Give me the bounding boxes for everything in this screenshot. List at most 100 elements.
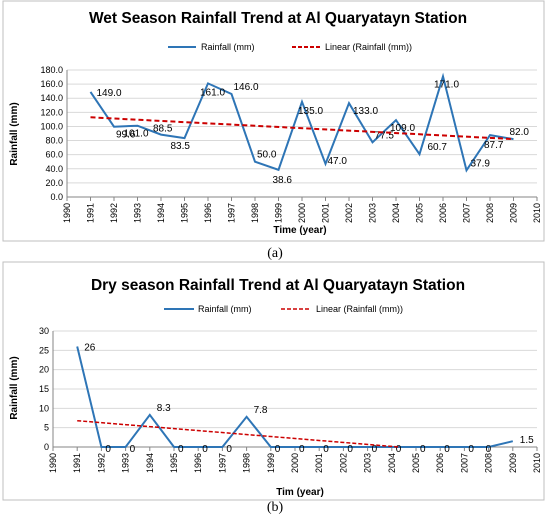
chart-b-legend: Rainfall (mm) Linear (Rainfall (mm)) (164, 304, 403, 314)
chart-b-x-tick-label: 1994 (145, 453, 155, 473)
chart-b-y-tick-label: 20 (39, 365, 49, 375)
chart-b-x-axis-title: Tim (year) (276, 487, 324, 498)
chart-a-data-label: 60.7 (428, 142, 448, 153)
chart-b-title: Dry season Rainfall Trend at Al Quaryata… (91, 277, 465, 294)
chart-b-data-label: 0 (226, 444, 232, 455)
chart-a-data-label: 77.5 (375, 130, 395, 141)
chart-a-legend-linear-label: Linear (Rainfall (mm)) (325, 42, 412, 52)
chart-a-legend: Rainfall (mm) Linear (Rainfall (mm)) (168, 42, 412, 52)
chart-a-y-tick-label: 20.0 (45, 178, 63, 188)
chart-a-x-tick-label: 2006 (438, 203, 448, 223)
chart-b-data-label: 0 (347, 444, 353, 455)
chart-b-caption: (b) (267, 500, 284, 515)
chart-a-caption: (a) (267, 246, 283, 261)
chart-a-x-tick-label: 1998 (250, 203, 260, 223)
chart-a-x-tick-label: 2005 (415, 203, 425, 223)
chart-b-data-label: 0 (299, 444, 305, 455)
chart-a-y-tick-label: 120.0 (40, 107, 63, 117)
chart-b-y-tick-label: 30 (39, 326, 49, 336)
chart-b-data-label: 0 (105, 444, 111, 455)
chart-a-y-tick-label: 100.0 (40, 121, 63, 131)
chart-b-x-tick-label: 1998 (242, 453, 252, 473)
chart-a-data-label: 38.6 (273, 175, 293, 186)
chart-b-x-tick-label: 2003 (363, 453, 373, 473)
chart-b-data-label: 0 (323, 444, 329, 455)
chart-a-rainfall-line (89, 72, 514, 173)
chart-a-x-tick-label: 1999 (274, 203, 284, 223)
chart-b-y-tick-label: 15 (39, 384, 49, 394)
chart-b-x-tick-label: 2006 (435, 453, 445, 473)
chart-b-legend-rainfall-label: Rainfall (mm) (198, 304, 252, 314)
chart-a-data-label: 161.0 (200, 87, 225, 98)
chart-a-data-label: 47.0 (328, 156, 348, 167)
chart-b-data-label: 0 (202, 444, 208, 455)
chart-a-data-label: 88.5 (153, 124, 173, 135)
chart-b-x-tick-label: 1997 (217, 453, 227, 473)
chart-b-x-tick-label: 2005 (411, 453, 421, 473)
chart-a-x-tick-label: 2010 (532, 203, 542, 223)
chart-b-x-tick-label: 1996 (193, 453, 203, 473)
chart-b-x-tick-label: 2004 (387, 453, 397, 473)
chart-a-plot-area: 0.0 20.0 40.0 60.0 80.0 100.0 120.0 140.0 160.0 1… (40, 65, 542, 223)
chart-b-plot-area: 0 5 10 15 20 25 30 1990 1991 1992 1993 1994 1995 1996… (39, 326, 542, 473)
chart-b-x-tick-label: 2002 (338, 453, 348, 473)
chart-a-x-tick-label: 2001 (321, 203, 331, 223)
chart-b-x-tick-label: 2001 (314, 453, 324, 473)
chart-b-data-label: 1.5 (520, 435, 534, 446)
chart-a-x-tick-label: 2009 (509, 203, 519, 223)
chart-b-x-tick-label: 2010 (532, 453, 542, 473)
chart-b-data-label: 0 (130, 444, 136, 455)
chart-a-y-tick-label: 160.0 (40, 79, 63, 89)
chart-b-y-tick-label: 25 (39, 345, 49, 355)
chart-a-y-tick-label: 80.0 (45, 136, 63, 146)
chart-a-trendline (90, 116, 514, 141)
chart-b-x-tick-label: 2009 (508, 453, 518, 473)
chart-a-y-tick-label: 180.0 (40, 65, 63, 75)
chart-a-x-tick-label: 1994 (156, 203, 166, 223)
chart-b-x-tick-label: 2000 (290, 453, 300, 473)
chart-a-x-tick-label: 1997 (227, 203, 237, 223)
chart-a-x-tick-label: 2008 (485, 203, 495, 223)
chart-b-legend-linear-label: Linear (Rainfall (mm)) (316, 304, 403, 314)
chart-b-x-tick-label: 1993 (121, 453, 131, 473)
chart-b-x-tick-label: 2007 (459, 453, 469, 473)
chart-a-data-label: 133.0 (353, 106, 378, 117)
chart-a-x-tick-label: 1996 (203, 203, 213, 223)
chart-a-data-label: 99.6 (116, 130, 136, 141)
chart-a-x-tick-label: 2003 (368, 203, 378, 223)
chart-a-data-label: 101.0 (124, 129, 149, 140)
chart-a-y-axis-title: Rainfall (mm) (9, 102, 20, 165)
chart-b-y-axis-title: Rainfall (mm) (9, 356, 20, 419)
chart-a-data-label: 50.0 (257, 150, 277, 161)
chart-a-x-tick-label: 1990 (62, 203, 72, 223)
chart-a-data-label: 83.5 (171, 141, 191, 152)
chart-a-data-label: 109.0 (390, 123, 415, 134)
chart-a-x-axis-title: Time (year) (273, 225, 326, 236)
chart-a-data-label: 135.0 (298, 106, 323, 117)
chart-b-rainfall-line (76, 346, 514, 448)
chart-b-data-label: 0 (420, 444, 426, 455)
chart-a-title: Wet Season Rainfall Trend at Al Quaryata… (89, 10, 467, 27)
chart-b-x-tick-label: 1990 (48, 453, 58, 473)
chart-b-x-tick-label: 2008 (484, 453, 494, 473)
chart-b-data-label: 0 (178, 444, 184, 455)
chart-b-data-label: 0 (275, 444, 281, 455)
chart-b-data-label: 26 (84, 342, 96, 353)
chart-a-data-label: 171.0 (434, 79, 459, 90)
chart-a-x-tick-label: 1992 (109, 203, 119, 223)
chart-b-x-tick-label: 1999 (266, 453, 276, 473)
chart-a-y-tick-label: 60.0 (45, 150, 63, 160)
chart-b-data-label: 0 (468, 444, 474, 455)
chart-b-data-label: 0 (372, 444, 378, 455)
chart-a-x-tick-label: 1991 (86, 203, 96, 223)
chart-b-y-tick-label: 0 (44, 442, 49, 452)
chart-a-x-tick-label: 2004 (391, 203, 401, 223)
chart-a-legend-rainfall-label: Rainfall (mm) (201, 42, 255, 52)
chart-b-y-tick-label: 10 (39, 403, 49, 413)
chart-b-x-tick-label: 1991 (72, 453, 82, 473)
chart-b-frame (2, 261, 545, 501)
chart-a-data-label: 37.9 (471, 158, 491, 169)
chart-b-data-label: 8.3 (157, 403, 171, 414)
chart-b-data-label: 0 (396, 444, 402, 455)
